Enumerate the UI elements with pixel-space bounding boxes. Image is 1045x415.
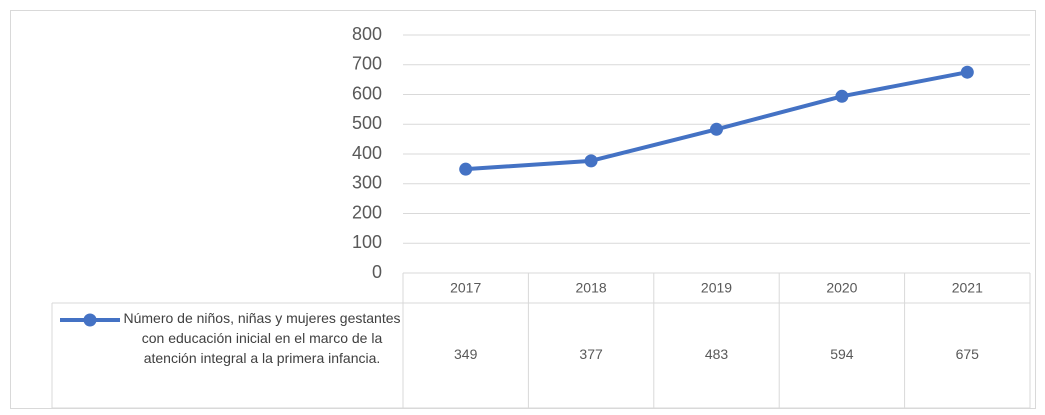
table-value: 675	[956, 346, 980, 362]
y-tick-label: 0	[372, 262, 382, 282]
y-tick-label: 600	[352, 83, 382, 103]
x-tick-label: 2021	[952, 280, 983, 296]
point	[584, 154, 598, 168]
y-tick-label: 500	[352, 113, 382, 133]
point	[459, 162, 473, 176]
legend-box: Número de niños, niñas y mujeres gestant…	[123, 310, 401, 366]
x-tick-label: 2017	[450, 280, 481, 296]
table-value: 377	[579, 346, 603, 362]
x-tick-label: 2020	[826, 280, 857, 296]
y-tick-label: 300	[352, 173, 382, 193]
x-tick-label: 2019	[701, 280, 732, 296]
table-value: 483	[705, 346, 729, 362]
point	[710, 122, 723, 136]
y-tick-label: 700	[352, 54, 382, 74]
point	[960, 65, 974, 79]
chart-border	[10, 10, 1036, 409]
legend-label: Número de niños, niñas y mujeres gestant…	[123, 310, 401, 366]
y-tick-label: 800	[352, 24, 382, 44]
x-tick-label: 2018	[576, 280, 607, 296]
legend-marker	[83, 313, 97, 327]
y-tick-label: 100	[352, 232, 382, 252]
table-value: 349	[454, 346, 478, 362]
y-tick-label: 400	[352, 143, 382, 163]
point	[835, 89, 849, 103]
table-value: 594	[830, 346, 854, 362]
y-tick-label: 200	[352, 202, 382, 222]
